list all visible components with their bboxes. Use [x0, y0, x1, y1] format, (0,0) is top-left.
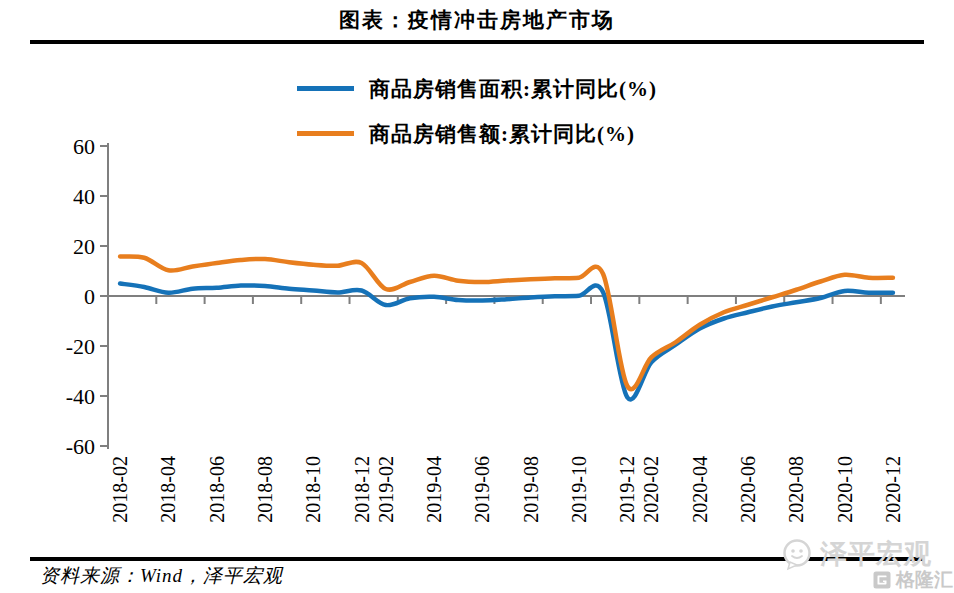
y-axis-label: 20 — [73, 234, 95, 259]
gelonghui-g-icon — [872, 570, 892, 590]
y-axis-label: -20 — [66, 334, 95, 359]
y-axis-label: 40 — [73, 184, 95, 209]
x-axis-label: 2020-10 — [834, 456, 856, 523]
y-axis-label: -40 — [66, 384, 95, 409]
x-axis-label: 2019-04 — [423, 456, 445, 523]
gelonghui-logo: 格隆汇 — [872, 567, 953, 593]
x-axis-label: 2019-06 — [471, 456, 493, 523]
chart-canvas: 60 40 20 0 -20 -40 -60 2018-02 2018-04 2018-06 201… — [0, 0, 954, 560]
x-axis-label: 2020-12 — [882, 456, 904, 523]
x-axis-label: 2018-08 — [254, 456, 276, 523]
x-axis-label: 2020-06 — [737, 456, 759, 523]
series-line-sales-area — [120, 284, 893, 400]
x-axis-label: 2020-04 — [689, 456, 711, 523]
y-axis-label: 0 — [84, 284, 95, 309]
x-axis-label: 2020-08 — [785, 456, 807, 523]
x-axis-label: 2020-02 — [640, 456, 662, 523]
y-axis-label: 60 — [73, 134, 95, 159]
x-axis-label: 2018-04 — [157, 456, 179, 523]
speech-bubble-face-icon — [780, 537, 814, 571]
x-axis-label: 2019-02 — [375, 456, 397, 523]
x-axis-label: 2019-10 — [568, 456, 590, 523]
source-note: 资料来源：Wind，泽平宏观 — [40, 563, 283, 589]
x-axis-label: 2018-02 — [109, 456, 131, 523]
x-axis-label: 2018-10 — [302, 456, 324, 523]
gelonghui-label: 格隆汇 — [896, 567, 953, 593]
x-axis-label: 2019-12 — [616, 456, 638, 523]
x-axis-label: 2019-08 — [520, 456, 542, 523]
x-axis-label: 2018-06 — [206, 456, 228, 523]
chart-page: 图表：疫情冲击房地产市场 商品房销售面积:累计同比(%) 商品房销售额:累计同比… — [0, 0, 954, 593]
x-axis-label: 2018-12 — [351, 456, 373, 523]
series-line-sales-value — [120, 256, 893, 389]
y-axis-label: -60 — [66, 434, 95, 459]
